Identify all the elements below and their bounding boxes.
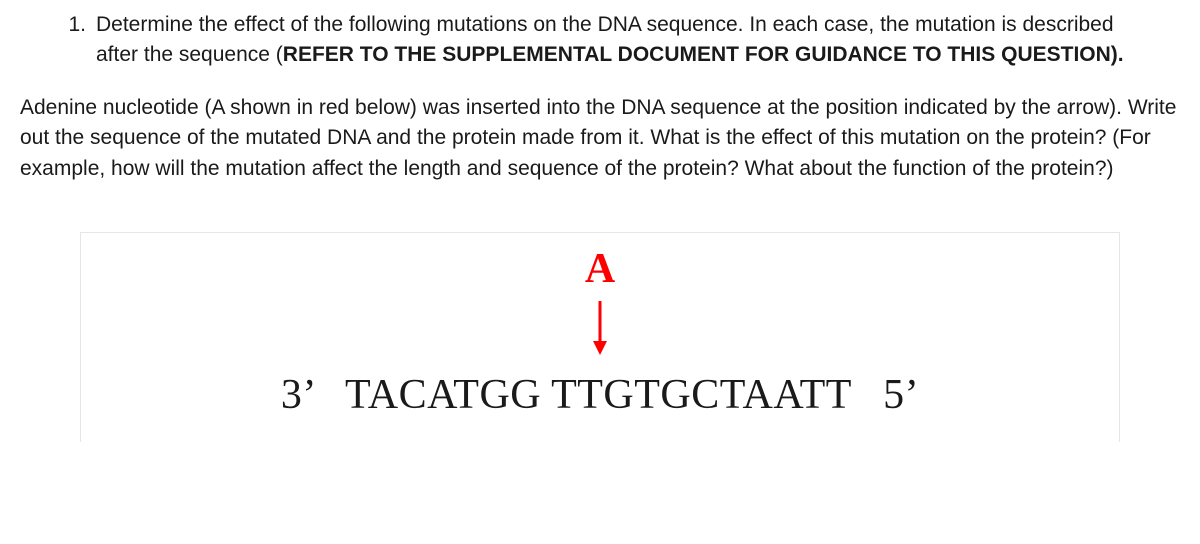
seq-3prime-label: 3’ <box>281 372 314 418</box>
seq-5prime-label: 5’ <box>883 372 919 418</box>
seq-right: TTGTGCTAATT <box>551 372 851 418</box>
page-root: 1. Determine the effect of the following… <box>0 0 1200 442</box>
insertion-arrow-icon <box>590 299 610 357</box>
instruction-paragraph: Adenine nucleotide (A shown in red below… <box>20 93 1180 184</box>
question-block: 1. Determine the effect of the following… <box>58 10 1150 71</box>
dna-sequence: 3’ TACATGGTTGTGCTAATT 5’ <box>81 371 1119 419</box>
inserted-base-label: A <box>585 245 615 293</box>
sequence-figure: A 3’ TACATGGTTGTGCTAATT 5’ <box>80 232 1120 442</box>
question-text: Determine the effect of the following mu… <box>96 10 1150 71</box>
seq-left: TACATGG <box>345 372 541 418</box>
question-number: 1. <box>58 10 86 40</box>
question-text-bold: REFER TO THE SUPPLEMENTAL DOCUMENT FOR G… <box>283 43 1124 66</box>
